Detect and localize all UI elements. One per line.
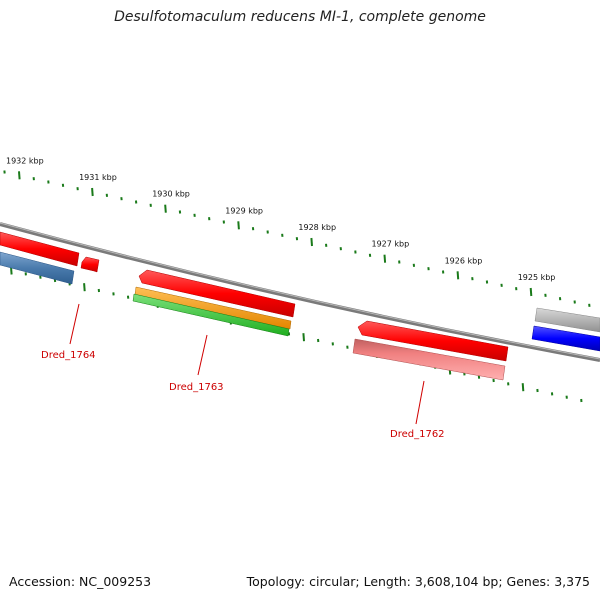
ruler-label: 1926 kbp — [445, 256, 483, 265]
ruler-label: 1927 kbp — [372, 240, 410, 249]
leader-line-dred1763 — [198, 335, 207, 375]
ruler-label: 1930 kbp — [152, 190, 190, 199]
gene-arrow-red-small[interactable] — [81, 257, 99, 272]
ruler-label: 1932 kbp — [6, 156, 44, 165]
inner-ruler-ticks — [11, 267, 581, 403]
ruler-ticks — [4, 170, 589, 306]
ruler-major-tick — [19, 171, 20, 179]
ruler-major-tick — [385, 255, 386, 263]
ruler-major-tick — [531, 288, 532, 296]
genome-backbone-highlight — [0, 223, 600, 359]
inner-major-tick — [84, 283, 85, 291]
gene-label-dred1763[interactable]: Dred_1763 — [169, 382, 224, 393]
ruler-major-tick — [311, 238, 312, 246]
ruler-label: 1928 kbp — [298, 223, 336, 232]
ruler-label: 1931 kbp — [79, 173, 117, 182]
ruler-major-tick — [238, 221, 239, 229]
ruler-major-tick — [165, 205, 166, 213]
ruler-label: 1925 kbp — [518, 273, 556, 282]
accession-text: Accession: NC_009253 — [9, 574, 151, 589]
inner-major-tick — [303, 333, 304, 341]
leader-line-dred1764 — [70, 304, 79, 344]
ruler-major-tick — [92, 188, 93, 196]
ruler-major-tick — [458, 271, 459, 279]
leader-line-dred1762 — [416, 381, 424, 424]
genome-summary-text: Topology: circular; Length: 3,608,104 bp… — [247, 574, 590, 589]
gene-label-dred1764[interactable]: Dred_1764 — [41, 350, 96, 361]
inner-major-tick — [523, 383, 524, 391]
gene-label-dred1762[interactable]: Dred_1762 — [390, 429, 445, 440]
genome-backbone — [0, 224, 600, 360]
genome-title: Desulfotomaculum reducens MI-1, complete… — [0, 9, 600, 25]
ruler-label: 1929 kbp — [225, 206, 263, 215]
